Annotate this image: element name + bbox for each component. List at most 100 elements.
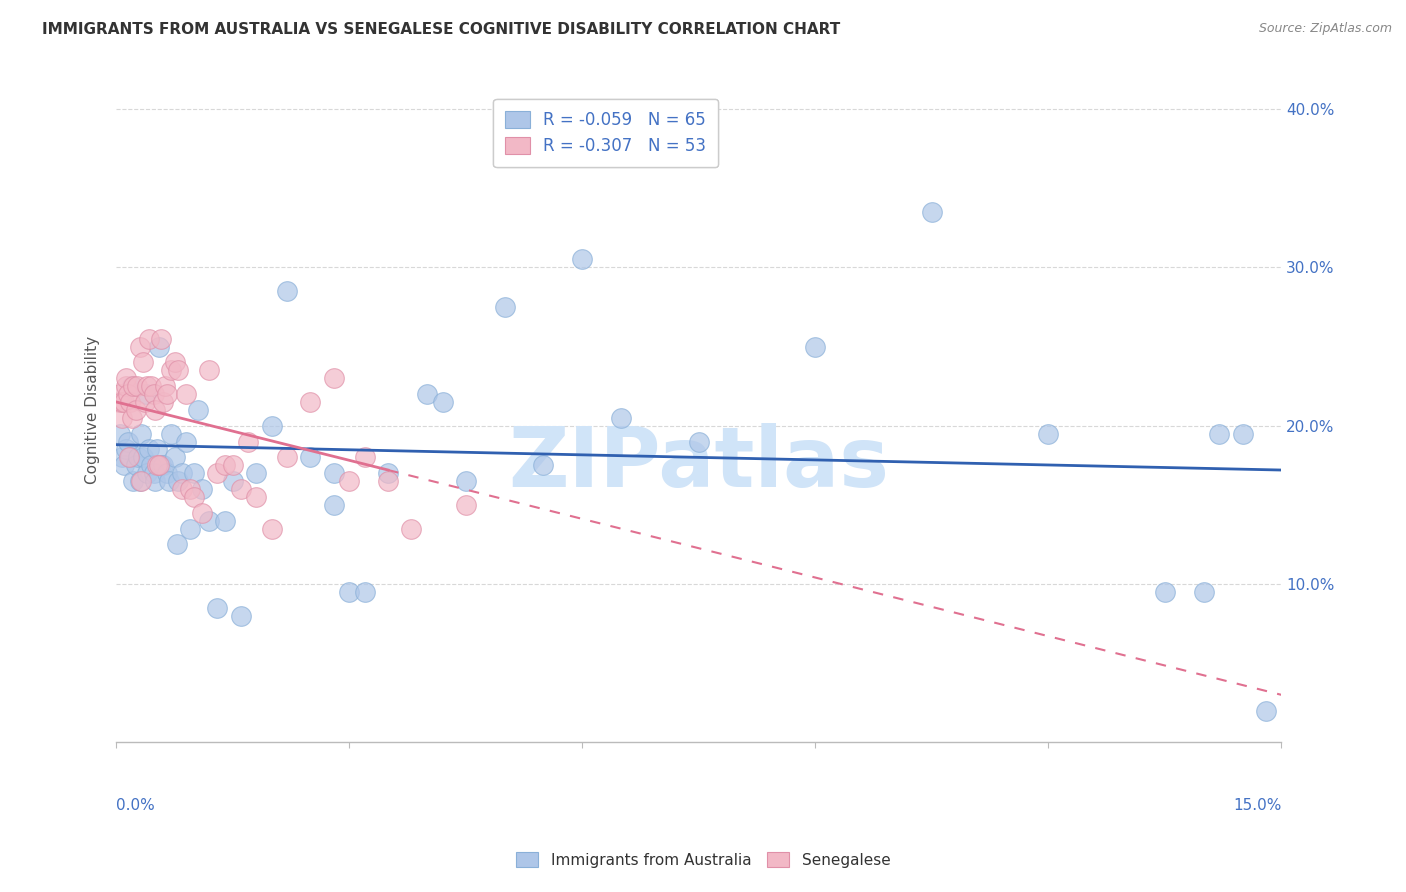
Point xyxy=(222,458,245,473)
Point xyxy=(148,340,170,354)
Point xyxy=(128,474,150,488)
Point xyxy=(111,395,134,409)
Point xyxy=(1154,585,1177,599)
Point xyxy=(337,474,360,488)
Point xyxy=(190,482,212,496)
Point xyxy=(179,522,201,536)
Point xyxy=(260,418,283,433)
Point xyxy=(145,458,167,473)
Point xyxy=(229,482,252,496)
Point xyxy=(238,434,260,449)
Legend: R = -0.059   N = 65, R = -0.307   N = 53: R = -0.059 N = 65, R = -0.307 N = 53 xyxy=(494,99,718,167)
Point xyxy=(129,426,152,441)
Point xyxy=(156,387,179,401)
Point xyxy=(136,466,159,480)
Point xyxy=(111,410,134,425)
Point xyxy=(117,434,139,449)
Point xyxy=(174,387,197,401)
Point xyxy=(128,340,150,354)
Point xyxy=(174,434,197,449)
Point xyxy=(172,466,194,480)
Point xyxy=(167,363,190,377)
Point xyxy=(142,466,165,480)
Point xyxy=(122,379,145,393)
Point xyxy=(117,387,139,401)
Point xyxy=(159,363,181,377)
Point xyxy=(571,252,593,267)
Text: 15.0%: 15.0% xyxy=(1233,797,1281,813)
Point xyxy=(214,514,236,528)
Point xyxy=(610,410,633,425)
Text: IMMIGRANTS FROM AUSTRALIA VS SENEGALESE COGNITIVE DISABILITY CORRELATION CHART: IMMIGRANTS FROM AUSTRALIA VS SENEGALESE … xyxy=(42,22,841,37)
Point xyxy=(108,387,131,401)
Point xyxy=(136,379,159,393)
Point xyxy=(150,332,173,346)
Point xyxy=(183,490,205,504)
Point xyxy=(276,450,298,465)
Point xyxy=(152,395,174,409)
Point xyxy=(214,458,236,473)
Point xyxy=(114,379,136,393)
Point xyxy=(112,395,135,409)
Point xyxy=(156,466,179,480)
Point xyxy=(207,600,229,615)
Point xyxy=(245,466,267,480)
Point xyxy=(299,395,322,409)
Point xyxy=(115,371,138,385)
Point xyxy=(416,387,439,401)
Text: ZIPatlas: ZIPatlas xyxy=(509,423,890,504)
Point xyxy=(107,395,129,409)
Point xyxy=(245,490,267,504)
Point xyxy=(167,474,190,488)
Point xyxy=(121,410,143,425)
Point xyxy=(150,458,173,473)
Point xyxy=(127,379,149,393)
Point xyxy=(322,466,344,480)
Point xyxy=(454,498,477,512)
Point xyxy=(454,474,477,488)
Point xyxy=(112,458,135,473)
Point xyxy=(138,332,160,346)
Point xyxy=(143,403,166,417)
Point xyxy=(127,450,149,465)
Point xyxy=(276,284,298,298)
Text: 0.0%: 0.0% xyxy=(117,797,155,813)
Point xyxy=(141,379,163,393)
Point xyxy=(125,403,148,417)
Point xyxy=(118,450,141,465)
Point xyxy=(198,363,221,377)
Point xyxy=(494,300,516,314)
Point xyxy=(125,458,148,473)
Y-axis label: Cognitive Disability: Cognitive Disability xyxy=(86,335,100,484)
Point xyxy=(129,474,152,488)
Point xyxy=(157,474,180,488)
Point xyxy=(1254,704,1277,718)
Point xyxy=(533,458,555,473)
Point xyxy=(190,506,212,520)
Point xyxy=(1192,585,1215,599)
Point xyxy=(152,458,174,473)
Point xyxy=(337,585,360,599)
Point xyxy=(172,482,194,496)
Point xyxy=(120,450,142,465)
Point xyxy=(145,442,167,457)
Point xyxy=(121,379,143,393)
Point xyxy=(299,450,322,465)
Point xyxy=(132,355,155,369)
Point xyxy=(804,340,827,354)
Point xyxy=(377,474,399,488)
Point xyxy=(187,403,209,417)
Point xyxy=(921,205,943,219)
Point xyxy=(353,450,375,465)
Point xyxy=(1038,426,1060,441)
Point xyxy=(141,458,163,473)
Point xyxy=(135,387,157,401)
Point xyxy=(1208,426,1230,441)
Point xyxy=(229,608,252,623)
Point xyxy=(111,450,134,465)
Point xyxy=(322,498,344,512)
Point xyxy=(260,522,283,536)
Point xyxy=(108,426,131,441)
Point xyxy=(163,355,186,369)
Point xyxy=(148,458,170,473)
